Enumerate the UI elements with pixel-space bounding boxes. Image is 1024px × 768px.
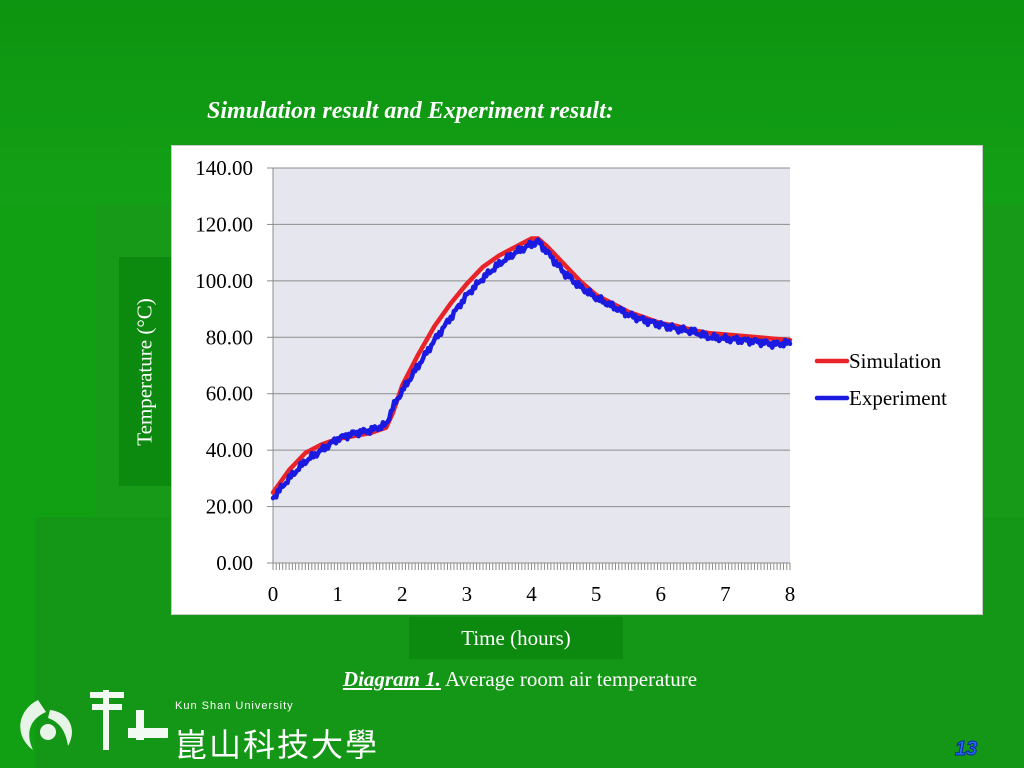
y-tick-label: 80.00 [206, 325, 253, 349]
x-tick-label: 0 [268, 582, 279, 606]
y-axis-label-box: Temperature (°C) [119, 257, 171, 486]
x-tick-label: 1 [332, 582, 343, 606]
page-number: 13 [954, 738, 978, 761]
figure-caption: Diagram 1. Average room air temperature [0, 667, 1024, 692]
y-axis-label: Temperature (°C) [132, 297, 157, 446]
y-tick-label: 100.00 [195, 269, 253, 293]
legend-label-simulation: Simulation [849, 349, 942, 373]
x-tick-label: 6 [656, 582, 667, 606]
y-tick-label: 60.00 [206, 382, 253, 406]
caption-text: Average room air temperature [440, 667, 698, 691]
chart: 0.00 20.00 40.00 60.00 80.00 100.00 120.00 140.… [171, 145, 983, 615]
logo-english-name: Kun Shan University [175, 700, 294, 712]
y-tick-label: 120.00 [195, 212, 253, 236]
y-tick-label: 140.00 [195, 156, 253, 180]
x-tick-label: 5 [591, 582, 602, 606]
caption-lead: Diagram 1. [342, 667, 441, 691]
series-line-simulation [270, 236, 793, 495]
series-line-experiment [270, 237, 793, 501]
x-axis-label: Time (hours) [409, 617, 623, 659]
x-tick-label: 7 [720, 582, 731, 606]
plot-area [273, 168, 790, 563]
x-tick-label: 2 [397, 582, 408, 606]
y-tick-label: 0.00 [216, 551, 253, 575]
legend-label-experiment: Experiment [849, 386, 947, 410]
logo-chinese-name: 崑山科技大學 [175, 726, 380, 764]
university-logo [20, 690, 168, 750]
chart-svg: 0.00 20.00 40.00 60.00 80.00 100.00 120.00 140.… [195, 156, 947, 606]
y-tick-label: 20.00 [206, 495, 253, 519]
x-tick-label: 8 [785, 582, 796, 606]
y-tick-label: 40.00 [206, 438, 253, 462]
slide-title: Simulation result and Experiment result: [207, 98, 614, 124]
x-tick-label: 4 [526, 582, 537, 606]
x-tick-label: 3 [462, 582, 473, 606]
